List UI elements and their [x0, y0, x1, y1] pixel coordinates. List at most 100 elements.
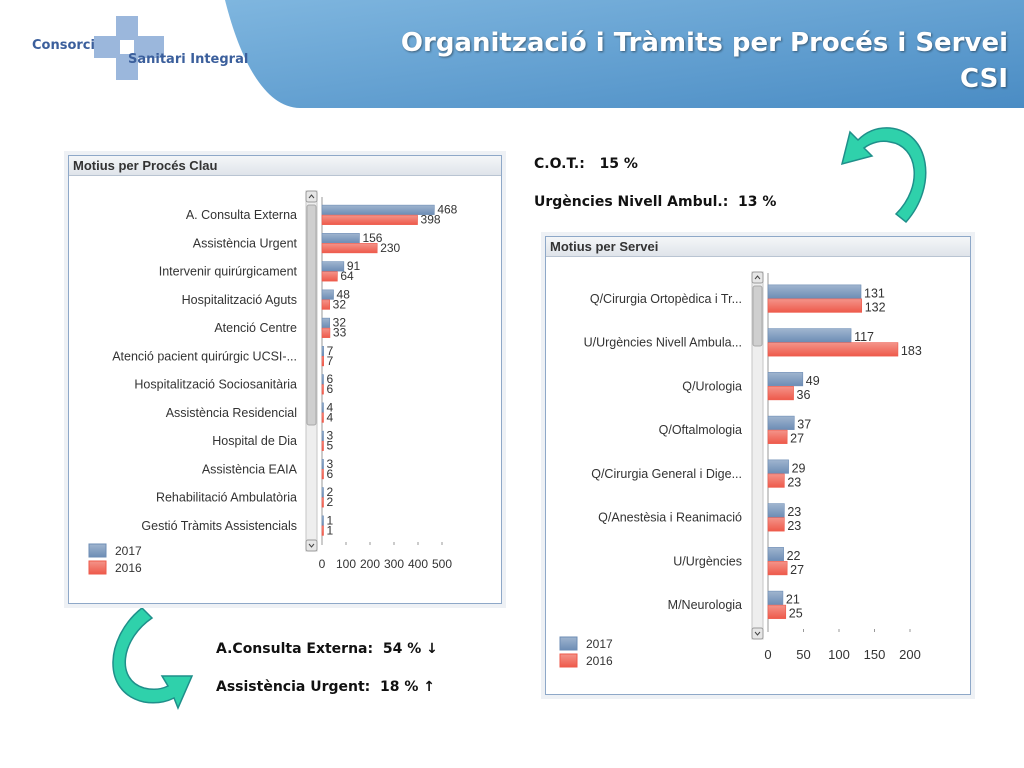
bar: [321, 469, 324, 480]
x-tick-label: 400: [408, 557, 428, 571]
data-label: 32: [333, 316, 347, 330]
x-tick-label: 200: [360, 557, 380, 571]
legend-swatch: [559, 636, 578, 651]
chart-title: Motius per Procés Clau: [69, 156, 501, 176]
bar: [321, 243, 378, 254]
category-label: Q/Cirurgia Ortopèdica i Tr...: [590, 292, 742, 306]
data-label: 21: [786, 593, 800, 607]
x-tick-label: 0: [319, 557, 326, 571]
page-title-part1: Organització i Tràmits: [400, 28, 723, 58]
bar: [321, 327, 331, 338]
stat-cot: C.O.T.: 15 %: [534, 156, 638, 172]
page-title-part2: per Procés i Servei: [731, 28, 1008, 58]
bar: [321, 317, 330, 328]
bar: [321, 289, 334, 300]
x-tick-label: 300: [384, 557, 404, 571]
data-label: 3: [327, 457, 334, 471]
data-label: 2: [327, 495, 334, 509]
bar: [321, 384, 324, 395]
stat-assistencia: Assistència Urgent: 18 % ↑: [216, 679, 435, 695]
chart-panel-proces: Motius per Procés Clau A. Consulta Exter…: [68, 155, 502, 604]
data-label: 3: [327, 429, 334, 443]
category-label: Assistència Residencial: [166, 406, 297, 420]
scroll-down-icon: [751, 627, 764, 640]
data-label: 131: [864, 286, 885, 300]
legend-swatch: [559, 653, 578, 668]
category-label: Q/Cirurgia General i Dige...: [591, 467, 742, 481]
data-label: 91: [347, 259, 361, 273]
category-label: Q/Urologia: [682, 379, 742, 393]
chart-panel-servei: Motius per Servei Q/Cirurgia Ortopèdica …: [545, 236, 971, 695]
bar: [321, 402, 324, 413]
category-label: Gestió Tràmits Assistencials: [141, 519, 297, 533]
category-label: Intervenir quirúrgicament: [159, 265, 298, 279]
data-label: 183: [901, 344, 922, 358]
data-label: 23: [787, 519, 801, 533]
category-label: Assistència Urgent: [193, 236, 298, 250]
bar: [767, 561, 788, 576]
data-label: 398: [421, 213, 441, 227]
bar: [767, 459, 789, 474]
data-label: 48: [337, 287, 351, 301]
data-label: 1: [327, 513, 334, 527]
stat-urgencies-value: 13 %: [738, 194, 777, 210]
bar: [767, 604, 787, 619]
bar: [321, 515, 324, 526]
data-label: 23: [787, 475, 801, 489]
scroll-down-glyph: [308, 543, 315, 548]
scroll-down-icon: [305, 539, 318, 552]
category-label: M/Neurologia: [668, 598, 742, 612]
bar: [321, 261, 345, 272]
category-label: Hospitalització Aguts: [182, 293, 297, 307]
x-tick-label: 0: [764, 647, 771, 662]
bar: [767, 473, 785, 488]
stat-assistencia-label: Assistència Urgent:: [216, 679, 371, 695]
bar: [321, 412, 324, 423]
category-label: U/Urgències: [673, 554, 742, 568]
bar: [321, 204, 435, 215]
curved-arrow-icon: [840, 127, 927, 224]
data-label: 27: [790, 432, 804, 446]
stat-consulta-value: 54 % ↓: [382, 641, 438, 657]
header-band: [225, 0, 1024, 108]
scroll-up-glyph: [308, 194, 315, 199]
bar: [321, 374, 324, 385]
data-label: 4: [327, 400, 334, 414]
data-label: 6: [327, 372, 334, 386]
category-label: A. Consulta Externa: [186, 208, 297, 222]
legend-label: 2016: [115, 561, 142, 575]
stat-urgencies-label: Urgències Nivell Ambul.:: [534, 194, 729, 210]
category-label: U/Urgències Nivell Ambula...: [584, 336, 742, 350]
bar: [767, 386, 794, 401]
scroll-up-icon: [751, 271, 764, 284]
logo: Consorci Sanitari Integral: [30, 12, 248, 84]
data-label: 33: [333, 326, 347, 340]
page-title-line2: CSI: [960, 64, 1008, 94]
x-tick-label: 200: [899, 647, 921, 662]
legend-label: 2017: [586, 637, 613, 651]
legend-swatch: [88, 560, 107, 575]
bar: [767, 328, 852, 343]
category-label: Hospitalització Sociosanitària: [134, 378, 297, 392]
category-label: Atenció Centre: [214, 321, 297, 335]
data-label: 230: [380, 241, 400, 255]
scroll-down-glyph: [754, 631, 761, 636]
data-label: 32: [333, 297, 347, 311]
bar: [321, 430, 324, 441]
bar: [321, 459, 324, 470]
x-tick-label: 100: [336, 557, 356, 571]
stat-consulta: A.Consulta Externa: 54 % ↓: [216, 641, 438, 657]
header-shape: [225, 0, 1024, 108]
bar: [767, 342, 899, 357]
data-label: 23: [787, 505, 801, 519]
category-label: Rehabilitació Ambulatòria: [156, 491, 297, 505]
bar: [767, 284, 862, 299]
data-label: 132: [865, 300, 886, 314]
x-tick-label: 500: [432, 557, 452, 571]
scroll-up-box: [751, 271, 764, 284]
data-label: 468: [437, 203, 457, 217]
legend-label: 2016: [586, 654, 613, 668]
data-label: 22: [787, 549, 801, 563]
